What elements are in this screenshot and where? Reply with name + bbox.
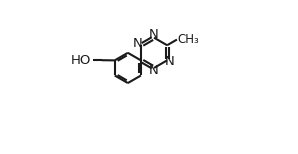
Text: N: N — [149, 28, 159, 41]
Text: N: N — [149, 64, 159, 77]
Text: N: N — [133, 37, 143, 50]
Text: CH₃: CH₃ — [178, 33, 199, 46]
Text: HO: HO — [71, 54, 91, 67]
Text: N: N — [165, 55, 175, 68]
